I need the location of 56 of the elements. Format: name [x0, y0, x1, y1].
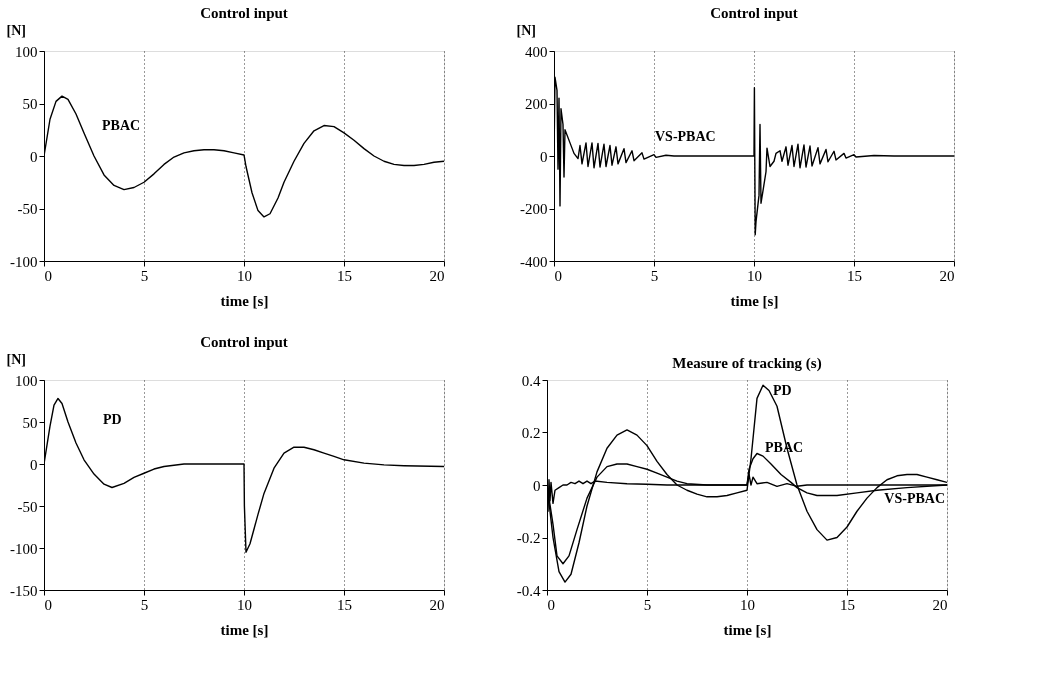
- series-label: PBAC: [102, 118, 141, 134]
- x-tick-label: 20: [939, 267, 955, 284]
- y-axis-title: [N]: [516, 22, 536, 38]
- y-tick-label: 0: [540, 148, 548, 165]
- chart-title: Measure of tracking (s): [672, 355, 822, 372]
- y-tick-label: -400: [520, 253, 548, 270]
- x-tick-label: 10: [747, 267, 762, 284]
- y-tick-label: -50: [17, 201, 38, 217]
- y-tick-label: -0.2: [516, 530, 541, 546]
- x-tick-label: 5: [140, 596, 149, 613]
- x-tick-label: 10: [740, 596, 755, 613]
- x-axis-title: time [s]: [730, 292, 779, 309]
- y-tick-label: -0.4: [516, 582, 541, 599]
- y-tick-label: 0: [30, 148, 38, 165]
- y-tick-label: 50: [22, 96, 38, 112]
- x-tick-label: 10: [237, 267, 252, 284]
- chart-title: Control input: [710, 5, 798, 21]
- x-tick-label: 10: [237, 596, 252, 613]
- y-tick-label: 400: [525, 43, 548, 60]
- x-tick-label: 0: [554, 267, 562, 284]
- y-tick-label: -100: [10, 540, 38, 557]
- x-tick-label: 5: [650, 267, 659, 284]
- x-axis-title: time [s]: [220, 621, 269, 638]
- x-tick-label: 5: [140, 267, 149, 284]
- y-tick-label: -200: [520, 201, 548, 217]
- y-axis-title: [N]: [6, 22, 26, 38]
- x-tick-label: 15: [337, 267, 352, 284]
- y-tick-label: 50: [22, 414, 38, 431]
- y-tick-label: 100: [15, 372, 38, 389]
- chart-title: Control input: [200, 334, 288, 350]
- text: PD: [103, 412, 122, 428]
- chart-title: Control input: [200, 5, 288, 21]
- y-tick-label: -150: [10, 582, 38, 599]
- y-axis-title: [N]: [6, 351, 26, 367]
- series-label: VS-PBAC: [884, 491, 945, 506]
- y-tick-label: -50: [17, 498, 38, 515]
- x-tick-label: 15: [840, 596, 855, 613]
- y-tick-label: -100: [10, 253, 38, 270]
- y-tick-label: 0: [533, 477, 541, 494]
- x-tick-label: 0: [44, 267, 52, 284]
- x-tick-label: 5: [643, 596, 652, 613]
- y-tick-label: 0.4: [521, 372, 541, 389]
- x-axis-title: time [s]: [723, 621, 772, 638]
- y-tick-label: 100: [15, 43, 38, 60]
- x-tick-label: 0: [44, 596, 52, 613]
- series-label: VS-PBAC: [655, 129, 716, 145]
- x-axis-title: time [s]: [220, 292, 269, 309]
- x-tick-label: 20: [932, 596, 948, 613]
- x-tick-label: 15: [337, 596, 352, 613]
- series-label: PD: [773, 383, 792, 399]
- y-tick-label: 0.2: [521, 425, 541, 441]
- x-tick-label: 20: [429, 596, 445, 613]
- x-tick-label: 20: [429, 267, 445, 284]
- x-tick-label: 15: [847, 267, 862, 284]
- y-tick-label: 200: [525, 96, 548, 112]
- y-tick-label: 0: [30, 456, 38, 473]
